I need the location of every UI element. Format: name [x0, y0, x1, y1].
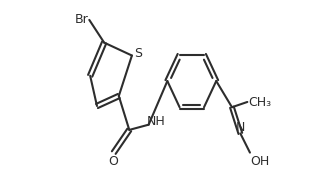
Text: Br: Br: [74, 13, 88, 26]
Text: NH: NH: [147, 115, 166, 128]
Text: S: S: [134, 47, 142, 60]
Text: CH₃: CH₃: [248, 96, 271, 109]
Text: OH: OH: [250, 155, 270, 168]
Text: N: N: [235, 121, 245, 134]
Text: O: O: [108, 155, 118, 168]
